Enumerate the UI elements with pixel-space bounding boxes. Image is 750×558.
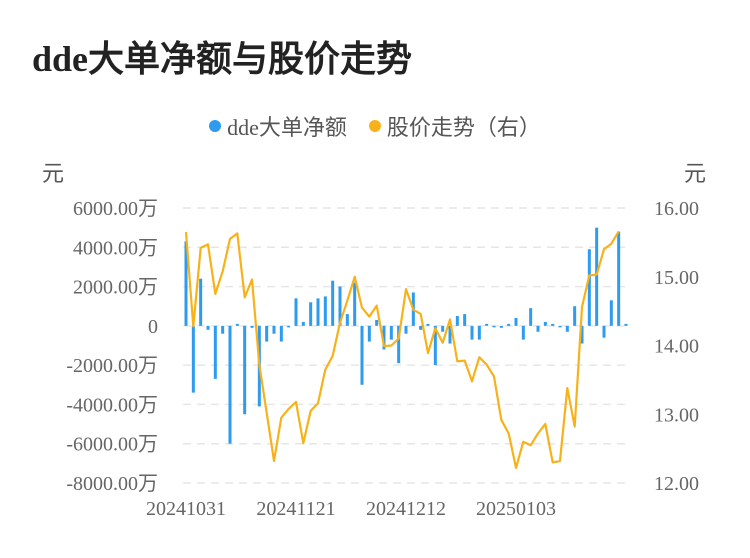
dde-bar[interactable] <box>382 325 386 350</box>
dde-bar[interactable] <box>279 325 283 342</box>
dde-bar[interactable] <box>389 325 393 340</box>
left-axis-tick: 0 <box>148 316 158 338</box>
right-axis-unit: 元 <box>684 161 707 186</box>
dde-bar[interactable] <box>316 298 320 326</box>
dde-bar[interactable] <box>367 325 371 342</box>
dde-bar[interactable] <box>514 318 518 326</box>
dde-bar[interactable] <box>433 325 437 366</box>
dde-bar[interactable] <box>184 241 188 326</box>
dde-bar[interactable] <box>543 321 547 326</box>
dde-bar[interactable] <box>309 302 313 326</box>
dde-bar[interactable] <box>565 325 569 332</box>
dde-bar[interactable] <box>221 325 225 334</box>
right-axis-tick: 12.00 <box>654 473 699 495</box>
dde-bar[interactable] <box>243 325 247 415</box>
dde-bar[interactable] <box>441 325 445 332</box>
x-axis-tick: 20241121 <box>256 498 335 520</box>
dde-bar[interactable] <box>426 323 430 326</box>
dde-bar[interactable] <box>206 325 210 330</box>
legend-item-dde[interactable]: dde大单净额 <box>209 110 347 142</box>
dde-bar[interactable] <box>529 308 533 326</box>
legend-dot-icon <box>209 120 222 132</box>
dde-bar[interactable] <box>536 325 540 332</box>
dde-bar[interactable] <box>580 325 584 344</box>
dde-bar[interactable] <box>199 278 203 326</box>
right-axis-tick: 16.00 <box>654 198 699 220</box>
dde-bar[interactable] <box>404 325 408 334</box>
dde-bar[interactable] <box>624 323 628 326</box>
legend-label-dde: dde大单净额 <box>227 115 347 140</box>
dde-bar[interactable] <box>492 325 496 328</box>
right-axis-tick: 13.00 <box>654 404 699 426</box>
dde-bar[interactable] <box>345 314 349 326</box>
dde-bar[interactable] <box>375 319 379 326</box>
dde-bar[interactable] <box>419 325 423 330</box>
dde-bar[interactable] <box>470 325 474 340</box>
dde-bar[interactable] <box>228 325 232 444</box>
dde-bar[interactable] <box>587 249 591 326</box>
dde-bar[interactable] <box>294 298 298 326</box>
dde-bar[interactable] <box>507 323 511 326</box>
dde-bar[interactable] <box>213 325 217 379</box>
dde-bar[interactable] <box>287 325 291 328</box>
dde-bar[interactable] <box>331 280 335 326</box>
price-line[interactable] <box>184 230 620 469</box>
legend-item-price[interactable]: 股价走势（右） <box>368 110 541 142</box>
x-axis-tick: 20241031 <box>146 498 226 520</box>
dde-bar[interactable] <box>521 325 525 340</box>
dde-bar[interactable] <box>448 325 452 344</box>
dde-bar[interactable] <box>235 323 239 326</box>
dde-bar[interactable] <box>485 323 489 326</box>
left-axis-tick: -6000.00万 <box>66 434 158 456</box>
dde-bar[interactable] <box>353 282 357 326</box>
dde-bar[interactable] <box>558 325 562 328</box>
dde-bar[interactable] <box>551 323 555 326</box>
left-axis-tick: -4000.00万 <box>66 394 158 416</box>
dde-bar[interactable] <box>455 316 459 326</box>
legend: dde大单净额 股价走势（右） <box>0 110 750 142</box>
left-axis-tick: 6000.00万 <box>73 198 158 220</box>
left-axis-tick: -2000.00万 <box>66 355 158 377</box>
left-axis-tick: 4000.00万 <box>73 237 158 259</box>
right-axis-tick: 15.00 <box>654 267 699 289</box>
dde-bar[interactable] <box>463 314 467 326</box>
dde-bar[interactable] <box>360 325 364 385</box>
chart-title: dde大单净额与股价走势 <box>32 39 413 79</box>
dde-bar[interactable] <box>272 325 276 334</box>
right-axis-tick: 14.00 <box>654 336 699 358</box>
left-axis-tick: -8000.00万 <box>66 473 158 495</box>
legend-label-price: 股价走势（右） <box>386 115 541 140</box>
dde-bar[interactable] <box>397 325 401 364</box>
legend-dot-icon <box>368 120 381 132</box>
dde-bar[interactable] <box>477 325 481 340</box>
dde-bar[interactable] <box>609 300 613 326</box>
dde-bar[interactable] <box>265 325 269 342</box>
dde-bar[interactable] <box>250 325 254 328</box>
left-axis-tick: 2000.00万 <box>73 277 158 299</box>
dde-bar[interactable] <box>595 227 599 326</box>
dde-bar[interactable] <box>617 231 621 326</box>
dde-bar[interactable] <box>191 325 195 393</box>
dde-bar[interactable] <box>573 306 577 326</box>
x-axis-tick: 20250103 <box>476 498 556 520</box>
dde-bar[interactable] <box>602 325 606 338</box>
x-axis-tick: 20241212 <box>366 498 446 520</box>
left-axis-unit: 元 <box>42 161 65 186</box>
dde-bar[interactable] <box>338 286 342 326</box>
dde-bar[interactable] <box>499 325 503 328</box>
dde-bar[interactable] <box>301 321 305 326</box>
dde-bar[interactable] <box>323 296 327 326</box>
